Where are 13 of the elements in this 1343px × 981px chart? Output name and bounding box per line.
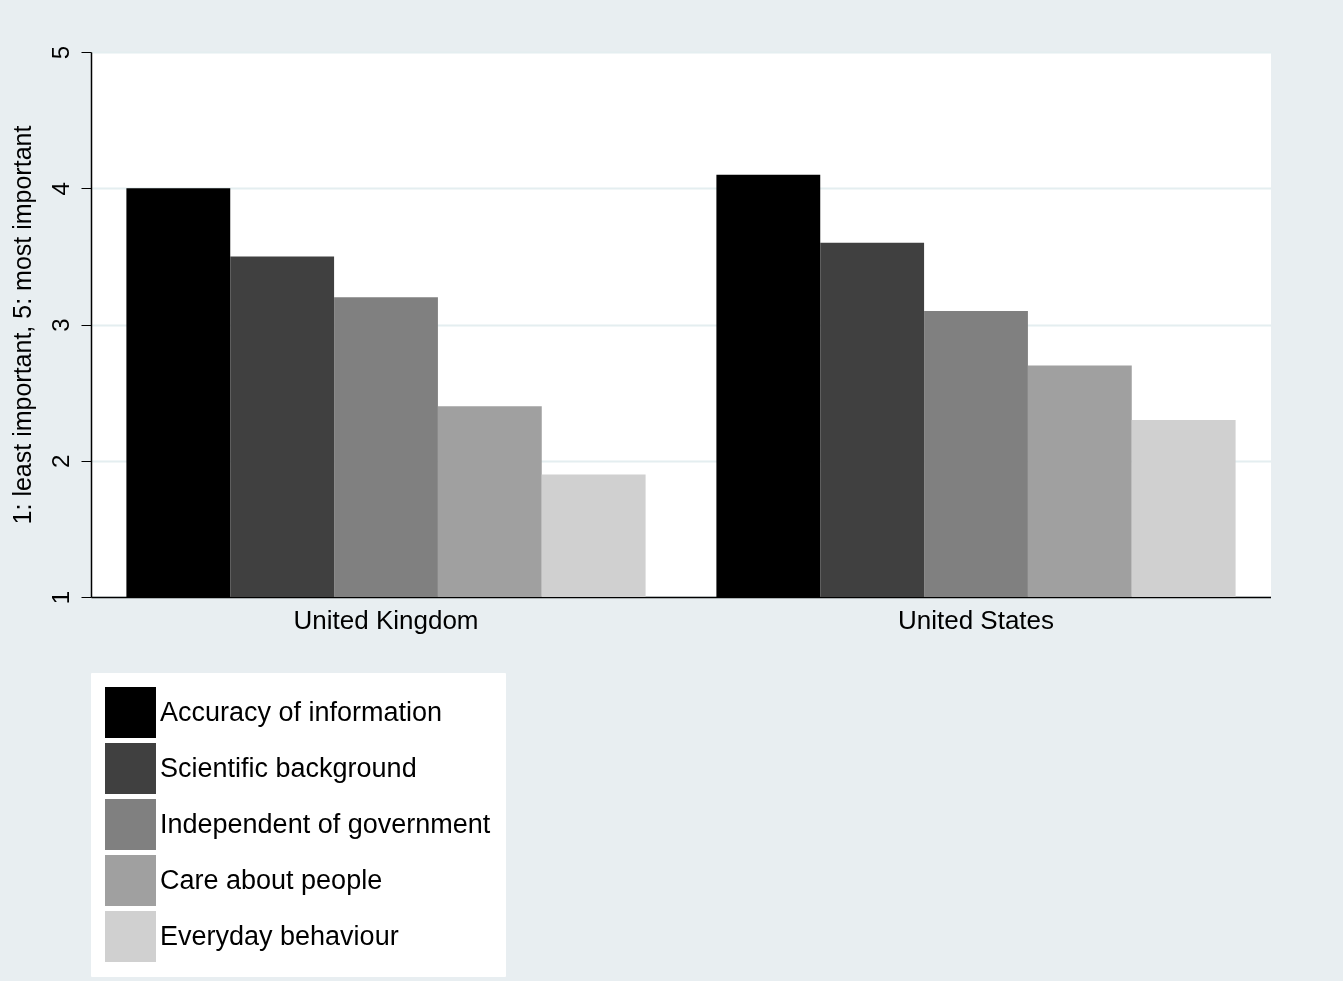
y-axis-title: 1: least important, 5: most important <box>7 125 36 525</box>
legend-label: Care about people <box>160 864 383 895</box>
y-tick-label: 4 <box>46 182 74 196</box>
legend-label: Accuracy of information <box>160 696 443 727</box>
y-tick-label: 1 <box>46 590 74 605</box>
x-tick-label: United Kingdom <box>293 604 479 635</box>
legend-label: Independent of government <box>160 808 491 839</box>
y-tick-label: 2 <box>46 454 74 468</box>
y-tick-label: 5 <box>46 45 74 60</box>
legend-label: Scientific background <box>160 752 417 783</box>
x-tick-label: United States <box>897 604 1055 635</box>
y-tick-label: 3 <box>46 318 74 332</box>
legend-label: Everyday behaviour <box>160 920 399 951</box>
